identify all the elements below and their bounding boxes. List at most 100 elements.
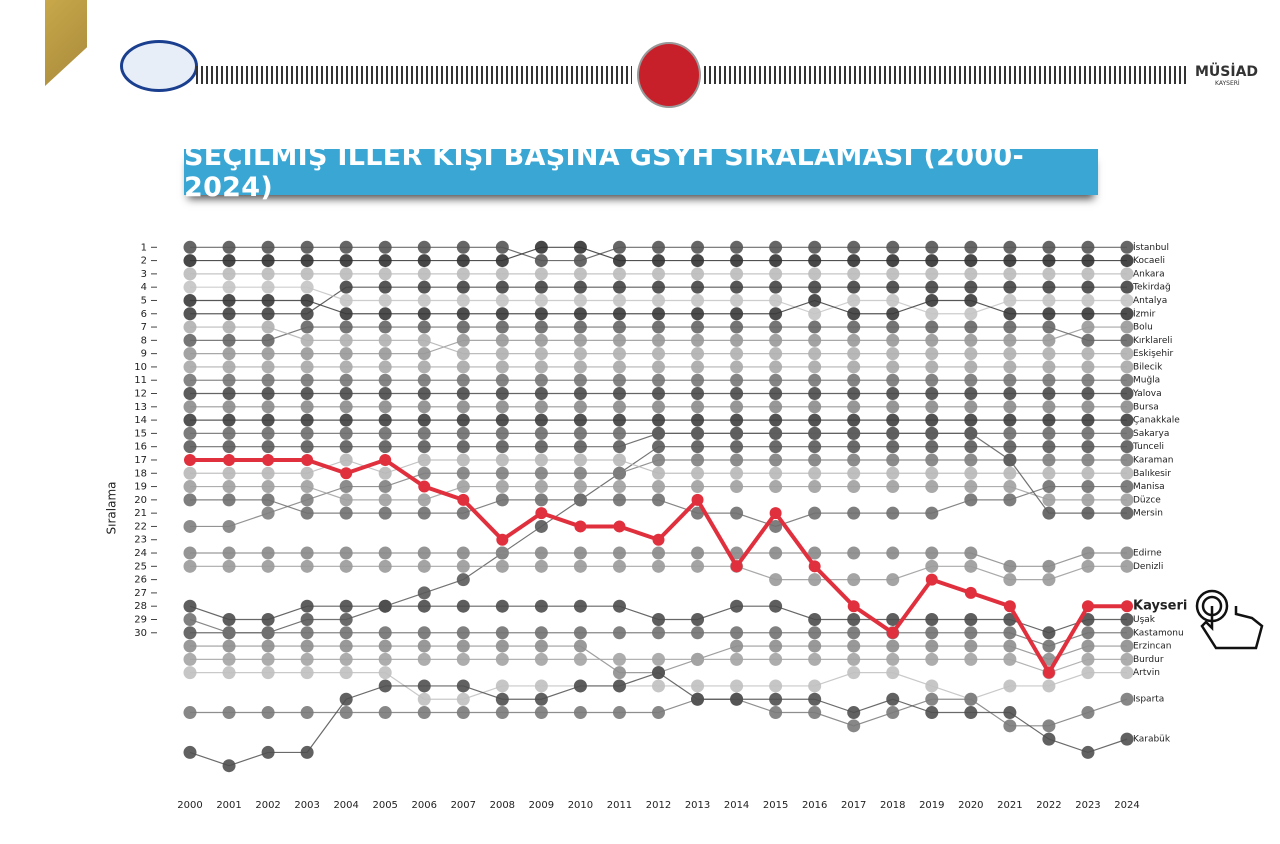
series-label: Karaman	[1133, 455, 1173, 465]
series-point	[534, 519, 548, 533]
series-point	[730, 426, 744, 440]
series-point	[925, 679, 939, 693]
series-point	[534, 413, 548, 427]
series-point	[1081, 546, 1095, 560]
series-point	[456, 466, 470, 480]
series-point	[261, 267, 275, 281]
series-point	[1120, 652, 1134, 666]
series-point	[691, 506, 705, 520]
series-point	[261, 280, 275, 294]
series-point	[691, 387, 705, 401]
series-point	[378, 254, 392, 268]
series-point	[261, 506, 275, 520]
series-point	[847, 387, 861, 401]
series-point	[808, 320, 822, 334]
series-point	[417, 679, 431, 693]
series-point	[417, 307, 431, 321]
series-label: Muğla	[1133, 376, 1160, 386]
series-point	[847, 360, 861, 374]
series-point	[691, 679, 705, 693]
y-tick-label: 22	[134, 521, 147, 532]
series-point	[925, 612, 939, 626]
series-point	[1003, 426, 1017, 440]
series-point	[300, 360, 314, 374]
series-point	[456, 413, 470, 427]
y-tick-label: 6	[141, 309, 147, 320]
series-point	[925, 480, 939, 494]
series-point	[339, 440, 353, 454]
series-label: Çanakkale	[1133, 416, 1180, 426]
series-point	[886, 612, 900, 626]
series-point	[808, 280, 822, 294]
series-point	[573, 546, 587, 560]
series-point	[261, 626, 275, 640]
series-point	[456, 333, 470, 347]
series-point	[573, 254, 587, 268]
series-point	[691, 480, 705, 494]
series-point	[925, 706, 939, 720]
y-tick-label: 2	[141, 256, 147, 267]
x-tick-label: 2021	[997, 800, 1022, 811]
series-point	[495, 599, 509, 613]
series-point	[964, 453, 978, 467]
series-point	[886, 692, 900, 706]
series-point	[534, 373, 548, 387]
series-point	[573, 307, 587, 321]
series-point	[925, 320, 939, 334]
x-tick-label: 2016	[802, 800, 827, 811]
series-point	[1042, 732, 1056, 746]
series-point	[964, 546, 978, 560]
series-point	[612, 373, 626, 387]
x-tick-label: 2018	[880, 800, 905, 811]
series-point	[1120, 280, 1134, 294]
series-label: Eskişehir	[1133, 349, 1174, 359]
series-point	[300, 466, 314, 480]
series-point	[808, 679, 822, 693]
series-point	[573, 559, 587, 573]
brand-sub: KAYSERİ	[1215, 80, 1240, 87]
series-point	[456, 426, 470, 440]
series-point	[417, 347, 431, 361]
series-point	[222, 426, 236, 440]
series-point	[808, 480, 822, 494]
x-tick-label: 2022	[1036, 800, 1061, 811]
series-point	[808, 652, 822, 666]
series-point	[612, 267, 626, 281]
series-point	[183, 387, 197, 401]
series-point	[1042, 573, 1056, 587]
series-point	[183, 493, 197, 507]
series-point	[964, 413, 978, 427]
series-point	[1003, 373, 1017, 387]
series-point	[769, 267, 783, 281]
series-point	[964, 426, 978, 440]
series-point	[730, 387, 744, 401]
series-point	[1120, 307, 1134, 321]
series-point	[769, 679, 783, 693]
series-point	[339, 254, 353, 268]
series-point	[457, 493, 470, 506]
series-point	[1042, 347, 1056, 361]
series-point	[534, 679, 548, 693]
series-point	[261, 612, 275, 626]
series-point	[1120, 506, 1134, 520]
x-tick-label: 2005	[372, 800, 397, 811]
series-point	[652, 426, 665, 440]
series-point	[1081, 400, 1095, 414]
series-point	[652, 320, 665, 334]
series-point	[1120, 347, 1134, 361]
series-point	[495, 240, 509, 254]
series-point	[964, 400, 978, 414]
series-point	[534, 652, 548, 666]
series-point	[222, 293, 236, 307]
series-point	[300, 626, 314, 640]
series-point	[339, 546, 353, 560]
series-point	[652, 254, 665, 268]
series-point	[495, 400, 509, 414]
series-point	[808, 506, 822, 520]
series-point	[300, 745, 314, 759]
series-point	[378, 493, 392, 507]
series-point	[534, 293, 548, 307]
series-point	[730, 320, 744, 334]
series: Artvin	[183, 666, 1160, 706]
series-label: Artvin	[1133, 668, 1160, 678]
